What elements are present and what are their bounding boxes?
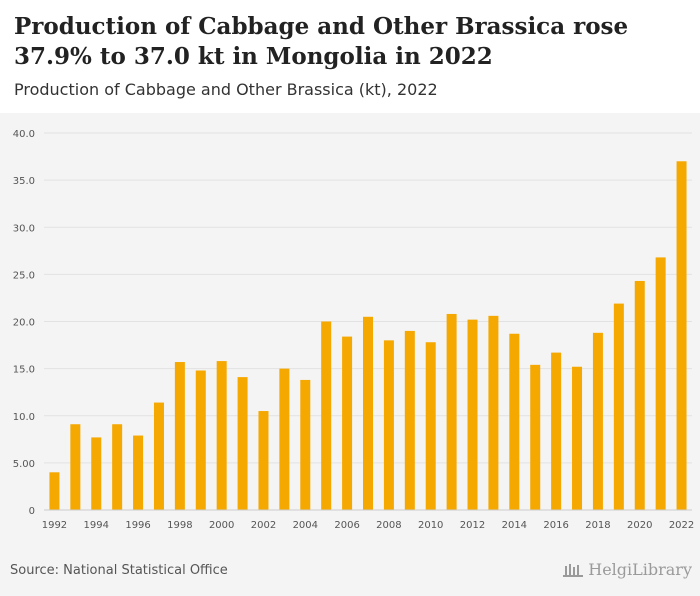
- bar-2012[interactable]: [467, 319, 478, 510]
- x-tick-label: 2018: [585, 520, 610, 531]
- x-tick-label: 2008: [376, 520, 401, 531]
- bar-1996[interactable]: [133, 435, 144, 510]
- bar-2004[interactable]: [300, 379, 311, 510]
- x-tick-label: 1996: [125, 520, 150, 531]
- y-tick-label: 15.0: [13, 365, 35, 376]
- library-building-icon: [563, 563, 584, 577]
- x-tick-label: 2002: [251, 520, 276, 531]
- bar-2017[interactable]: [572, 366, 583, 510]
- x-tick-label: 2000: [209, 520, 234, 531]
- bar-2020[interactable]: [634, 280, 645, 510]
- bar-2007[interactable]: [363, 316, 373, 510]
- logo-text: HelgiLibrary: [588, 560, 692, 579]
- chart-subtitle: Production of Cabbage and Other Brassica…: [14, 80, 438, 99]
- bar-1992[interactable]: [49, 472, 60, 510]
- bar-2019[interactable]: [613, 303, 624, 510]
- bar-2005[interactable]: [321, 321, 332, 511]
- bar-2022[interactable]: [676, 161, 687, 510]
- bar-2009[interactable]: [404, 330, 415, 510]
- bar-2010[interactable]: [425, 342, 436, 510]
- bar-2011[interactable]: [446, 313, 457, 510]
- bar-2006[interactable]: [342, 336, 353, 510]
- bar-1999[interactable]: [195, 370, 206, 510]
- bar-2000[interactable]: [216, 361, 227, 510]
- x-tick-label: 2006: [334, 520, 359, 531]
- x-tick-label: 1998: [167, 520, 192, 531]
- helgi-library-logo[interactable]: HelgiLibrary: [562, 560, 692, 579]
- y-tick-label: 25.0: [13, 270, 35, 281]
- y-tick-label: 30.0: [13, 223, 35, 234]
- bar-2003[interactable]: [279, 368, 290, 510]
- x-tick-label: 2020: [627, 520, 652, 531]
- bar-1995[interactable]: [112, 424, 123, 510]
- x-tick-label: 2022: [669, 520, 694, 531]
- x-tick-label: 1994: [84, 520, 109, 531]
- x-tick-label: 1992: [42, 520, 67, 531]
- bar-2001[interactable]: [237, 377, 248, 510]
- bar-1993[interactable]: [70, 424, 81, 510]
- chart-header: Production of Cabbage and Other Brassica…: [0, 0, 700, 113]
- y-tick-label: 5.00: [13, 459, 35, 470]
- chart-title: Production of Cabbage and Other Brassica…: [14, 13, 629, 70]
- x-tick-label: 2014: [502, 520, 527, 531]
- x-tick-label: 2016: [543, 520, 568, 531]
- y-tick-label: 40.0: [13, 129, 35, 140]
- bar-2018[interactable]: [592, 332, 603, 510]
- y-tick-label: 35.0: [13, 176, 35, 187]
- x-tick-label: 2010: [418, 520, 443, 531]
- x-tick-label: 2012: [460, 520, 485, 531]
- bar-1994[interactable]: [91, 437, 102, 510]
- y-tick-label: 10.0: [13, 412, 35, 423]
- bar-2016[interactable]: [551, 352, 562, 510]
- bar-2013[interactable]: [488, 315, 499, 510]
- y-tick-label: 20.0: [13, 318, 35, 329]
- bar-2008[interactable]: [383, 340, 394, 510]
- bar-2014[interactable]: [509, 333, 520, 510]
- source-note: Source: National Statistical Office: [10, 563, 228, 578]
- x-tick-label: 2004: [293, 520, 318, 531]
- bar-1998[interactable]: [174, 362, 185, 510]
- bar-chart: 0 5.00 10.0 15.0 20.0 25.0 30.0 35.0 40.0 1992 199…: [13, 129, 695, 531]
- y-tick-label: 0: [29, 506, 35, 517]
- bar-2021[interactable]: [655, 257, 666, 510]
- bar-2002[interactable]: [258, 411, 269, 510]
- bar-1997[interactable]: [153, 402, 164, 510]
- bar-2015[interactable]: [530, 364, 541, 510]
